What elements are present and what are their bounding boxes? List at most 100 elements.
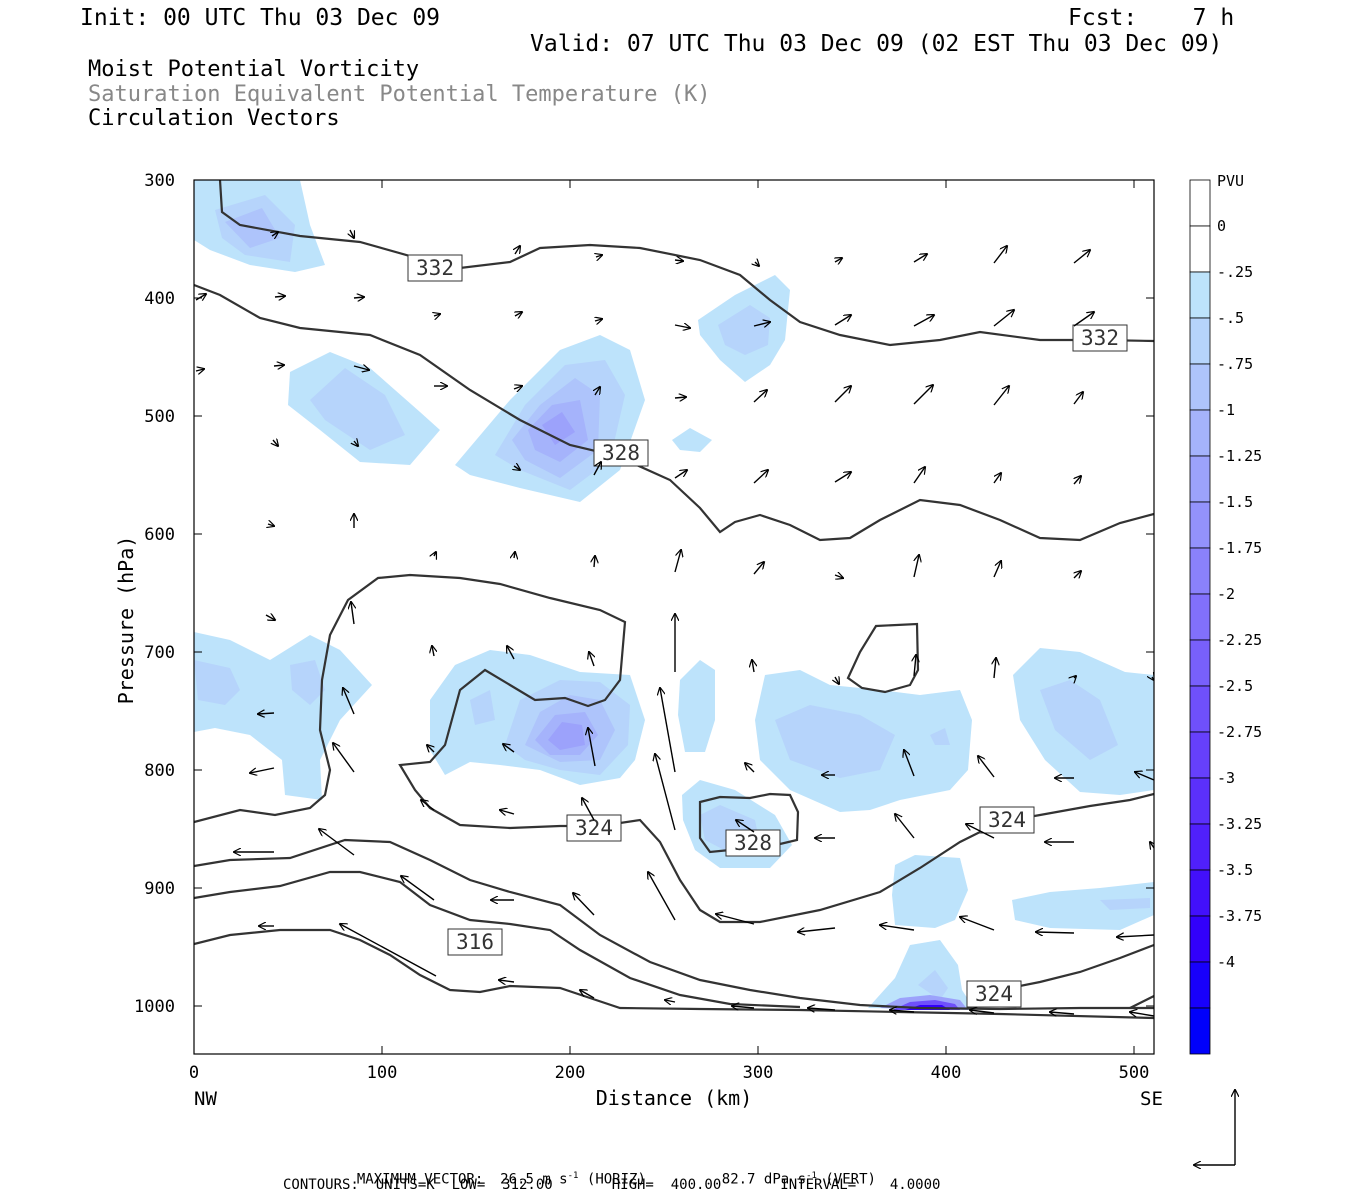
vector [913,555,919,578]
y-tick-label: 900 [144,879,175,899]
colorbar-box [1189,869,1211,917]
colorbar-box [1189,685,1211,733]
contour-label-324-b: 324 [979,806,1035,834]
vector [895,814,915,839]
colorbar-boxes [1189,179,1211,1055]
theta-es-contours [194,180,1154,1020]
x-tick-label: 500 [1119,1063,1150,1083]
vector [835,677,839,684]
vector [573,893,595,916]
x-end-label-se: SE [1140,1088,1163,1110]
pv-shading [194,180,1154,1010]
colorbar-box [1189,593,1211,641]
x-tick-label: 400 [931,1063,962,1083]
vector [596,255,602,257]
pv-region-lower-right-strip [1012,882,1154,930]
vector [273,365,284,366]
vector [582,798,595,821]
vector [966,824,995,839]
vector [660,688,676,773]
vector [274,296,285,297]
y-tick-label: 800 [144,761,175,781]
colorbar-box [1189,915,1211,963]
vector [674,260,683,261]
colorbar-box [1189,501,1211,549]
x-tick-labels: 0 100 200 300 400 500 [189,1063,1149,1083]
vector [500,810,515,814]
pv-region-surface-max [868,940,975,1010]
vector [904,750,915,777]
contour-label-332-b: 332 [1072,324,1128,352]
vector [834,315,851,326]
vector [1050,1012,1075,1014]
colorbar-label: 0 [1217,217,1226,235]
colorbar-box [1189,1007,1211,1055]
vector [674,397,686,398]
svg-text:328: 328 [602,441,640,465]
vector [272,232,278,236]
vector [736,820,755,833]
plot-frame [193,179,1155,1055]
vector [1073,312,1094,327]
vector [421,800,435,811]
vector [993,473,1001,484]
vector [753,470,768,484]
y-tick-label: 400 [144,289,175,309]
colorbar-box [1189,823,1211,871]
contour-label-328-a: 328 [593,439,649,467]
colorbar-label: -2 [1217,585,1235,603]
vector [993,246,1007,264]
field-title-mpv: Moist Potential Vorticity [88,57,420,82]
max-vector-info: MAXIMUM VECTOR: 26.5 m s-1 (HORIZ) 82.7 … [356,1171,876,1188]
vector [1074,676,1076,678]
colorbar-label: -1 [1217,401,1235,419]
vector [993,386,1009,406]
vector [808,1008,836,1010]
colorbar-label: -1.75 [1217,539,1262,557]
contour-label-328-b: 328 [725,829,781,857]
colorbar-label: -2.25 [1217,631,1262,649]
colorbar-box [1189,547,1211,595]
colorbar-label: -2.75 [1217,723,1262,741]
pv-region-narrow-column [678,660,715,752]
vector [752,660,754,673]
y-tick-label: 600 [144,525,175,545]
colorbar-box [1189,317,1211,365]
vector [745,763,755,773]
colorbar: PVU 0 -.25 -.5 -.75 -1 -1.25 -1.5 -1.75 -2 -2.25 -… [1189,172,1262,1055]
vector [354,441,358,446]
vector [716,914,755,925]
vector [350,229,354,238]
vector [993,310,1014,327]
circulation-vectors [195,229,1154,1016]
forecast-hour: Fcst: 7 h [1068,5,1235,31]
reference-vector [1194,1090,1235,1165]
colorbar-box [1189,639,1211,687]
colorbar-labels: 0 -.25 -.5 -.75 -1 -1.25 -1.5 -1.75 -2 -2.25 -2.5 -… [1217,217,1262,971]
axis-ticks [193,179,1154,1054]
svg-text:332: 332 [1081,326,1119,350]
vector [835,258,842,262]
valid-time: Valid: 07 UTC Thu 03 Dec 09 (02 EST Thu … [530,31,1223,57]
vector [351,602,354,625]
vector [1074,476,1081,485]
colorbar-box [1189,409,1211,457]
vector [593,462,601,476]
vector [755,262,759,266]
vector [273,440,278,446]
x-tick-label: 100 [367,1063,398,1083]
y-tick-label: 300 [144,171,175,191]
vector [1036,932,1075,933]
vector [1073,392,1083,405]
vector [353,366,369,370]
colorbar-box [1189,179,1211,227]
colorbar-label: -.5 [1217,309,1244,327]
colorbar-label: -2.5 [1217,677,1253,695]
contour-328-closed-upper [846,622,920,694]
x-tick-label: 200 [555,1063,586,1083]
vector [1130,1012,1154,1016]
vector [515,246,520,255]
colorbar-label: -3.25 [1217,815,1262,833]
vector [319,829,355,856]
vector [674,325,690,328]
